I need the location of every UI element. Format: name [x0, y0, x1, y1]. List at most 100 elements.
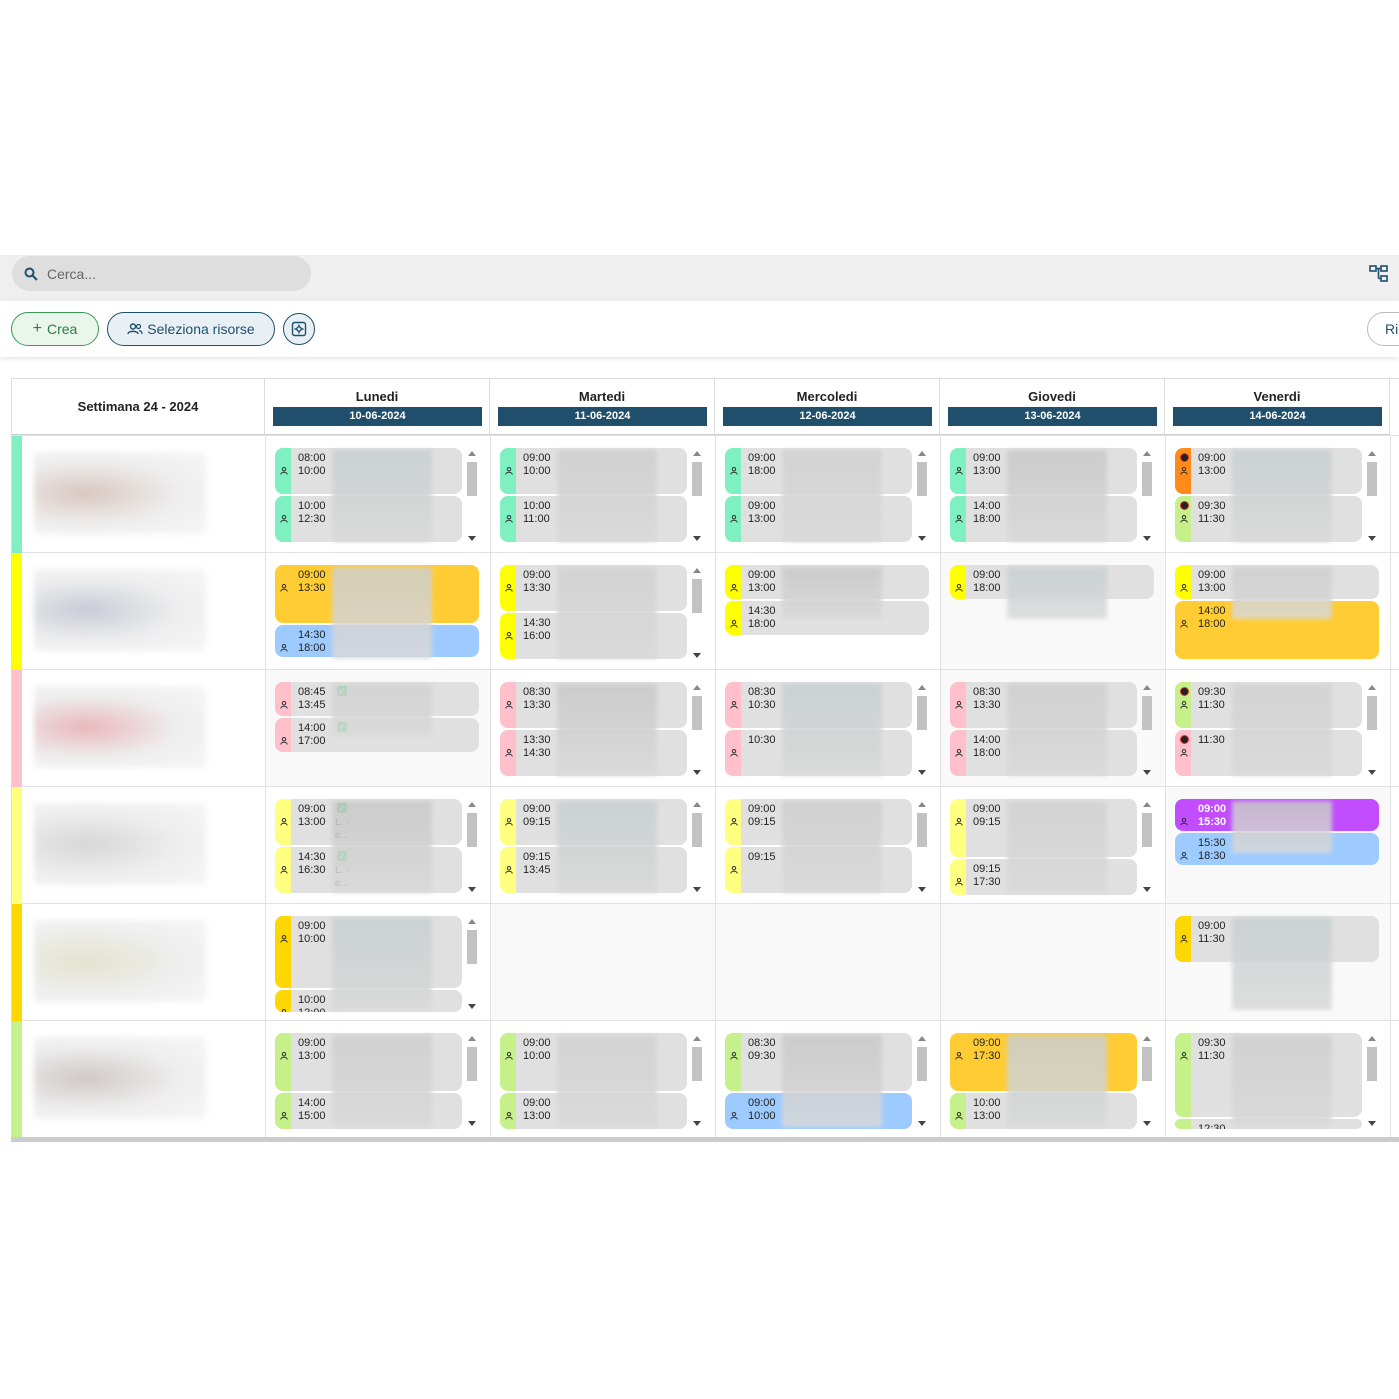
hierarchy-icon[interactable] — [1369, 264, 1389, 284]
event-color-bar — [275, 682, 291, 716]
event-start-time: 14:30 — [748, 605, 776, 617]
scroll-thumb[interactable] — [917, 696, 927, 730]
scroll-thumb[interactable] — [692, 813, 702, 847]
search-box[interactable] — [12, 256, 311, 291]
scroll-up-icon[interactable] — [918, 1036, 926, 1041]
scroll-up-icon[interactable] — [468, 919, 476, 924]
person-icon — [505, 1112, 513, 1120]
settings-button[interactable] — [283, 313, 315, 345]
cell-scrollbar[interactable] — [1140, 1033, 1154, 1129]
scroll-down-icon[interactable] — [693, 1121, 701, 1126]
scroll-thumb[interactable] — [1142, 813, 1152, 847]
cell-scrollbar[interactable] — [465, 916, 479, 1012]
day-date: 12-06-2024 — [723, 407, 932, 426]
scroll-down-icon[interactable] — [693, 653, 701, 658]
scroll-down-icon[interactable] — [1143, 536, 1151, 541]
scroll-up-icon[interactable] — [1368, 685, 1376, 690]
scroll-up-icon[interactable] — [693, 1036, 701, 1041]
scroll-up-icon[interactable] — [918, 451, 926, 456]
scroll-up-icon[interactable] — [918, 802, 926, 807]
scroll-up-icon[interactable] — [468, 1036, 476, 1041]
scroll-down-icon[interactable] — [1143, 770, 1151, 775]
cell-scrollbar[interactable] — [1140, 682, 1154, 778]
scroll-thumb[interactable] — [467, 1047, 477, 1081]
scroll-up-icon[interactable] — [693, 685, 701, 690]
event-card[interactable]: 14:30 18:00 — [725, 601, 929, 635]
cell-scrollbar[interactable] — [915, 682, 929, 778]
event-start-time: 08:30 — [748, 1037, 776, 1049]
scroll-down-icon[interactable] — [918, 1121, 926, 1126]
scroll-up-icon[interactable] — [468, 451, 476, 456]
scroll-thumb[interactable] — [917, 813, 927, 847]
scroll-down-icon[interactable] — [918, 887, 926, 892]
cell-scrollbar[interactable] — [465, 448, 479, 544]
scroll-thumb[interactable] — [467, 930, 477, 964]
scroll-thumb[interactable] — [1367, 462, 1377, 496]
ri-button[interactable]: Ri — [1367, 312, 1399, 346]
search-input[interactable] — [47, 265, 277, 282]
scroll-thumb[interactable] — [692, 696, 702, 730]
cell-scrollbar[interactable] — [690, 448, 704, 544]
cell-scrollbar[interactable] — [915, 1033, 929, 1129]
cell-scrollbar[interactable] — [1365, 448, 1379, 544]
create-button[interactable]: + Crea — [11, 312, 99, 346]
scroll-down-icon[interactable] — [918, 770, 926, 775]
scroll-down-icon[interactable] — [1143, 1121, 1151, 1126]
cell-scrollbar[interactable] — [690, 682, 704, 778]
scroll-up-icon[interactable] — [693, 451, 701, 456]
scroll-down-icon[interactable] — [468, 536, 476, 541]
cell-scrollbar[interactable] — [915, 448, 929, 544]
event-end-time: 18:00 — [298, 642, 326, 654]
scroll-down-icon[interactable] — [1143, 887, 1151, 892]
scroll-thumb[interactable] — [917, 462, 927, 496]
scroll-up-icon[interactable] — [1368, 1036, 1376, 1041]
scroll-down-icon[interactable] — [468, 887, 476, 892]
scroll-thumb[interactable] — [692, 579, 702, 613]
scroll-down-icon[interactable] — [693, 887, 701, 892]
scroll-up-icon[interactable] — [1143, 1036, 1151, 1041]
scroll-thumb[interactable] — [692, 462, 702, 496]
scroll-up-icon[interactable] — [1143, 802, 1151, 807]
scroll-down-icon[interactable] — [918, 536, 926, 541]
scroll-up-icon[interactable] — [918, 685, 926, 690]
scroll-up-icon[interactable] — [1143, 451, 1151, 456]
cell-scrollbar[interactable] — [690, 1033, 704, 1129]
cell-scrollbar[interactable] — [465, 799, 479, 895]
horizontal-scrollbar[interactable] — [11, 1137, 1399, 1142]
scroll-thumb[interactable] — [467, 813, 477, 847]
scroll-down-icon[interactable] — [1368, 770, 1376, 775]
scroll-thumb[interactable] — [1367, 696, 1377, 730]
event-start-time: 09:00 — [523, 803, 551, 815]
cell-scrollbar[interactable] — [465, 1033, 479, 1129]
scroll-down-icon[interactable] — [468, 1121, 476, 1126]
scroll-up-icon[interactable] — [693, 568, 701, 573]
select-resources-button[interactable]: Seleziona risorse — [107, 312, 275, 346]
cell-scrollbar[interactable] — [1365, 1033, 1379, 1129]
scroll-thumb[interactable] — [692, 1047, 702, 1081]
scroll-thumb[interactable] — [467, 462, 477, 496]
scroll-up-icon[interactable] — [468, 802, 476, 807]
scroll-thumb[interactable] — [917, 1047, 927, 1081]
scroll-down-icon[interactable] — [693, 770, 701, 775]
scroll-up-icon[interactable] — [693, 802, 701, 807]
scroll-down-icon[interactable] — [1368, 536, 1376, 541]
cell-scrollbar[interactable] — [1140, 799, 1154, 895]
person-icon — [730, 467, 738, 475]
cell-scrollbar[interactable] — [690, 565, 704, 661]
cell-scrollbar[interactable] — [1140, 448, 1154, 544]
cell-scrollbar[interactable] — [690, 799, 704, 895]
cell-scrollbar[interactable] — [1365, 682, 1379, 778]
event-end-time: 11:30 — [1198, 513, 1225, 525]
scroll-thumb[interactable] — [1142, 462, 1152, 496]
event-start-time: 09:00 — [748, 803, 776, 815]
scroll-up-icon[interactable] — [1143, 685, 1151, 690]
scroll-down-icon[interactable] — [693, 536, 701, 541]
scroll-down-icon[interactable] — [1368, 1121, 1376, 1126]
scroll-up-icon[interactable] — [1368, 451, 1376, 456]
scroll-down-icon[interactable] — [468, 1004, 476, 1009]
scroll-thumb[interactable] — [1367, 1047, 1377, 1081]
scroll-thumb[interactable] — [1142, 1047, 1152, 1081]
cell-scrollbar[interactable] — [915, 799, 929, 895]
person-icon — [955, 584, 963, 592]
scroll-thumb[interactable] — [1142, 696, 1152, 730]
